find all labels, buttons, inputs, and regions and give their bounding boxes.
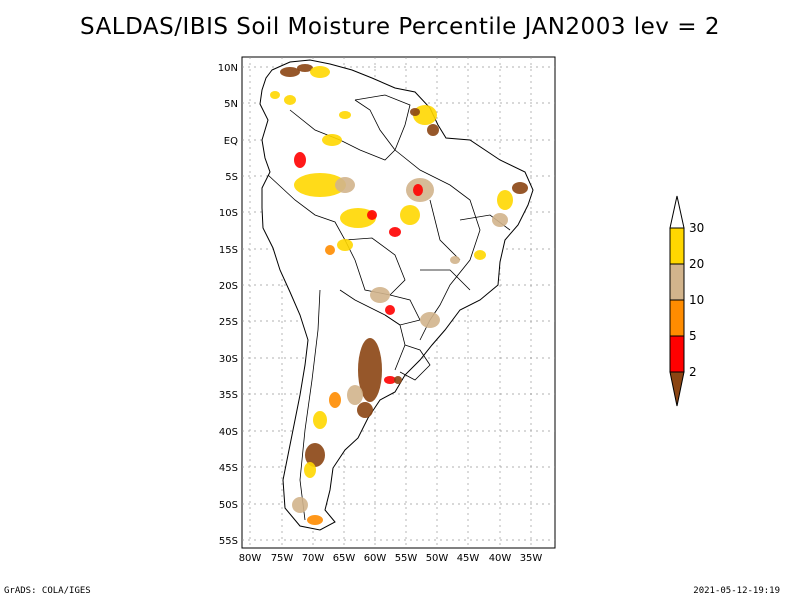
lat-tick-label: 40S (219, 427, 238, 438)
moisture-patch (394, 376, 402, 384)
moisture-patch (450, 256, 460, 264)
moisture-patch (512, 182, 528, 194)
moisture-patch (420, 312, 440, 328)
moisture-patch (413, 184, 423, 196)
moisture-patch (292, 497, 308, 513)
lat-tick-label: 50S (219, 500, 238, 511)
moisture-patch (310, 66, 330, 78)
moisture-patch (427, 124, 439, 136)
lon-tick-label: 55W (395, 553, 418, 564)
moisture-patch (358, 338, 382, 402)
lon-tick-label: 75W (271, 553, 294, 564)
lat-tick-label: 55S (219, 536, 238, 547)
lon-tick-label: 80W (239, 553, 262, 564)
lat-tick-label: 5S (225, 172, 238, 183)
lon-tick-label: 65W (333, 553, 356, 564)
moisture-patch (280, 67, 300, 77)
moisture-patch (304, 462, 316, 478)
lat-tick-label: 30S (219, 354, 238, 365)
border-chile (299, 289, 321, 521)
lon-tick-label: 50W (426, 553, 449, 564)
moisture-patch (322, 134, 342, 146)
moisture-patch (307, 515, 323, 525)
border-argentina (339, 289, 406, 371)
lon-tick-label: 40W (489, 553, 512, 564)
lat-tick-label: EQ (224, 136, 238, 147)
lat-tick-label: 45S (219, 463, 238, 474)
moisture-patch (492, 213, 508, 227)
moisture-patch (497, 190, 513, 210)
moisture-patch (294, 173, 346, 197)
border-colombia (289, 99, 396, 161)
legend-swatch-top (669, 195, 685, 229)
legend-swatch (669, 335, 685, 373)
moisture-patch (329, 392, 341, 408)
moisture-patch (385, 305, 395, 315)
lat-tick-label: 15S (219, 245, 238, 256)
moisture-patch (384, 376, 396, 384)
moisture-patch (357, 402, 373, 418)
border-brazil (394, 149, 481, 341)
legend-label: 20 (689, 257, 704, 271)
legend-swatch-bottom (669, 371, 685, 407)
moisture-patch (370, 287, 390, 303)
moisture-patch (335, 177, 355, 193)
lat-tick-label: 5N (224, 99, 238, 110)
moisture-patch (270, 91, 280, 99)
lat-tick-label: 35S (219, 390, 238, 401)
border-uruguay (399, 344, 431, 381)
moisture-patch (337, 239, 353, 251)
border-venezuela (354, 94, 411, 151)
moisture-patch (340, 208, 376, 228)
moisture-patch (367, 210, 377, 220)
soil-moisture-patches (270, 64, 528, 525)
legend-label: 30 (689, 221, 704, 235)
legend-swatch (669, 263, 685, 301)
moisture-patch (474, 250, 486, 260)
border-states-3 (420, 269, 471, 291)
lon-tick-label: 70W (302, 553, 325, 564)
lat-tick-label: 10N (218, 63, 238, 74)
legend-swatch (669, 227, 685, 265)
lat-tick-label: 10S (219, 208, 238, 219)
color-bar-legend: 2 5 10 20 30 (669, 195, 704, 407)
border-bolivia (344, 237, 406, 296)
lat-tick-label: 25S (219, 317, 238, 328)
moisture-patch (297, 64, 313, 72)
moisture-patch (400, 205, 420, 225)
lon-tick-label: 60W (364, 553, 387, 564)
moisture-patch (325, 245, 335, 255)
map-title: SALDAS/IBIS Soil Moisture Percentile JAN… (80, 14, 720, 40)
moisture-patch (339, 111, 351, 119)
longitude-labels: 80W 75W 70W 65W 60W 55W 50W 45W 40W 35W (239, 553, 543, 564)
moisture-patch (294, 152, 306, 168)
moisture-patch (389, 227, 401, 237)
lon-tick-label: 35W (520, 553, 543, 564)
footer-credit: GrADS: COLA/IGES (4, 586, 91, 596)
moisture-patch (284, 95, 296, 105)
legend-label: 5 (689, 329, 697, 343)
moisture-patch (347, 385, 363, 405)
lon-tick-label: 45W (457, 553, 480, 564)
moisture-patch (313, 411, 327, 429)
legend-label: 10 (689, 293, 704, 307)
footer-timestamp: 2021-05-12-19:19 (693, 586, 780, 596)
legend-swatch (669, 299, 685, 337)
lat-tick-label: 20S (219, 281, 238, 292)
latitude-labels: 10N 5N EQ 5S 10S 15S 20S 25S 30S 35S 40S 45S 50S 55S (218, 63, 238, 547)
moisture-patch (410, 108, 420, 116)
moisture-patch (305, 443, 325, 467)
border-states-1 (429, 199, 461, 261)
country-borders (267, 94, 511, 521)
legend-label: 2 (689, 365, 697, 379)
